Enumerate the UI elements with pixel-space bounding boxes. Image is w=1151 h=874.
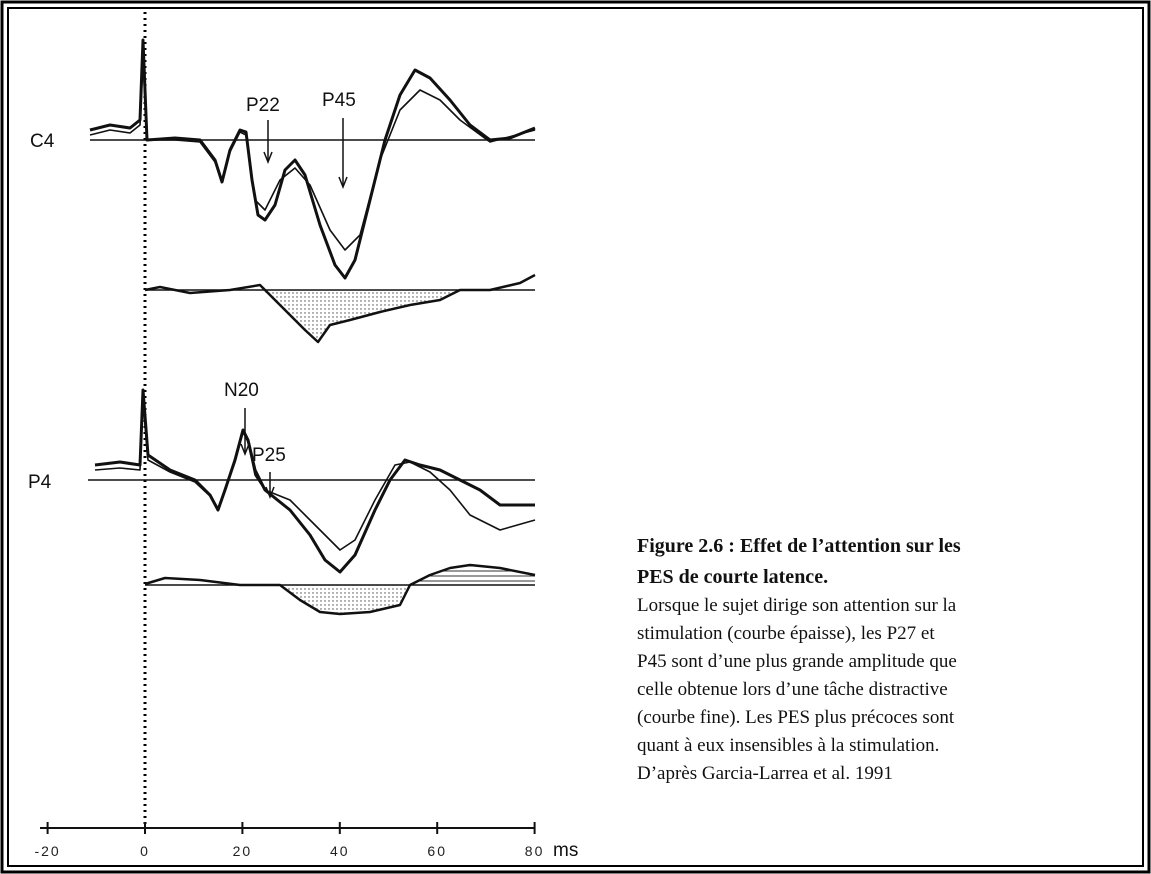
peak-label: P25 (252, 445, 286, 466)
caption-line: quant à eux insensibles à la stimulation… (637, 735, 939, 756)
caption-title: Figure 2.6 : Effet de l’attention sur le… (637, 535, 961, 557)
tick-label: 60 (427, 843, 447, 859)
trace-attended (89, 38, 536, 280)
caption-line: P45 sont d’une plus grande amplitude que (637, 651, 957, 672)
trace-attended (94, 388, 535, 574)
peak-label: N20 (224, 380, 259, 401)
arrow-head (265, 486, 275, 500)
axis-unit: ms (553, 840, 578, 861)
trace-distracted (89, 59, 536, 251)
tick-label: 40 (330, 843, 350, 859)
peak-label: P45 (322, 90, 356, 111)
tick-label: 20 (233, 843, 253, 859)
difference-trace (144, 273, 536, 344)
caption-line: celle obtenue lors d’une tâche distracti… (637, 679, 948, 700)
caption-line: stimulation (courbe épaisse), les P27 et (637, 623, 935, 644)
arrow-head (240, 443, 250, 457)
arrow-head (263, 151, 273, 165)
caption-title: PES de courte latence. (637, 566, 828, 588)
trace-distracted (94, 399, 536, 551)
channel-label: P4 (28, 472, 52, 493)
tick-label: 0 (140, 843, 150, 859)
caption-line: D’après Garcia-Larrea et al. 1991 (637, 763, 893, 784)
inner-border (7, 7, 1144, 867)
peak-label: P22 (246, 95, 280, 116)
tick-label: -20 (34, 843, 60, 859)
channel-label: C4 (30, 131, 55, 152)
caption-line: (courbe fine). Les PES plus précoces son… (637, 707, 955, 728)
arrow-head (338, 176, 348, 190)
caption-line: Lorsque le sujet dirige son attention su… (637, 595, 957, 616)
tick-label: 80 (525, 843, 545, 859)
difference-trace (144, 563, 536, 616)
